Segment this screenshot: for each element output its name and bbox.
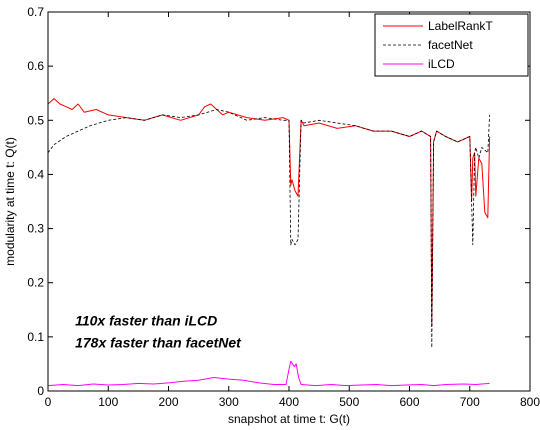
x-axis: 0 100 200 300 400 500 600 700 800 xyxy=(45,12,540,409)
x-tick-label: 700 xyxy=(460,395,480,409)
y-tick-label: 0.5 xyxy=(27,113,44,127)
y-tick-label: 0.2 xyxy=(27,276,44,290)
y-tick-label: 0.7 xyxy=(27,5,44,19)
annotation-ilcd-speedup: 110x faster than iLCD xyxy=(75,313,217,329)
y-tick-label: 0 xyxy=(37,384,44,398)
x-tick-label: 0 xyxy=(45,395,52,409)
y-tick-label: 0.3 xyxy=(27,222,44,236)
x-tick-label: 100 xyxy=(98,395,118,409)
legend: LabelRankT facetNet iLCD xyxy=(374,13,529,77)
y-axis: 0 0.1 0.2 0.3 0.4 0.5 0.6 0.7 xyxy=(27,5,530,398)
x-tick-label: 200 xyxy=(158,395,178,409)
x-tick-label: 400 xyxy=(279,395,299,409)
y-tick-label: 0.6 xyxy=(27,59,44,73)
series-line-ilcd xyxy=(47,360,490,387)
annotation-facetnet-speedup: 178x faster than facetNet xyxy=(75,334,242,350)
x-axis-title: snapshot at time t: G(t) xyxy=(228,412,350,426)
series-layer xyxy=(47,98,491,387)
y-axis-title: modularity at time t: Q(t) xyxy=(3,137,17,266)
series-line-facetnet xyxy=(47,109,490,349)
y-tick-label: 0.1 xyxy=(27,330,44,344)
legend-label-labelrankt: LabelRankT xyxy=(428,19,493,33)
x-tick-label: 600 xyxy=(399,395,419,409)
y-tick-label: 0.4 xyxy=(27,167,44,181)
x-tick-label: 300 xyxy=(219,395,239,409)
legend-label-ilcd: iLCD xyxy=(428,57,455,71)
legend-label-facetnet: facetNet xyxy=(428,38,473,52)
x-tick-label: 800 xyxy=(520,395,540,409)
x-tick-label: 500 xyxy=(339,395,359,409)
